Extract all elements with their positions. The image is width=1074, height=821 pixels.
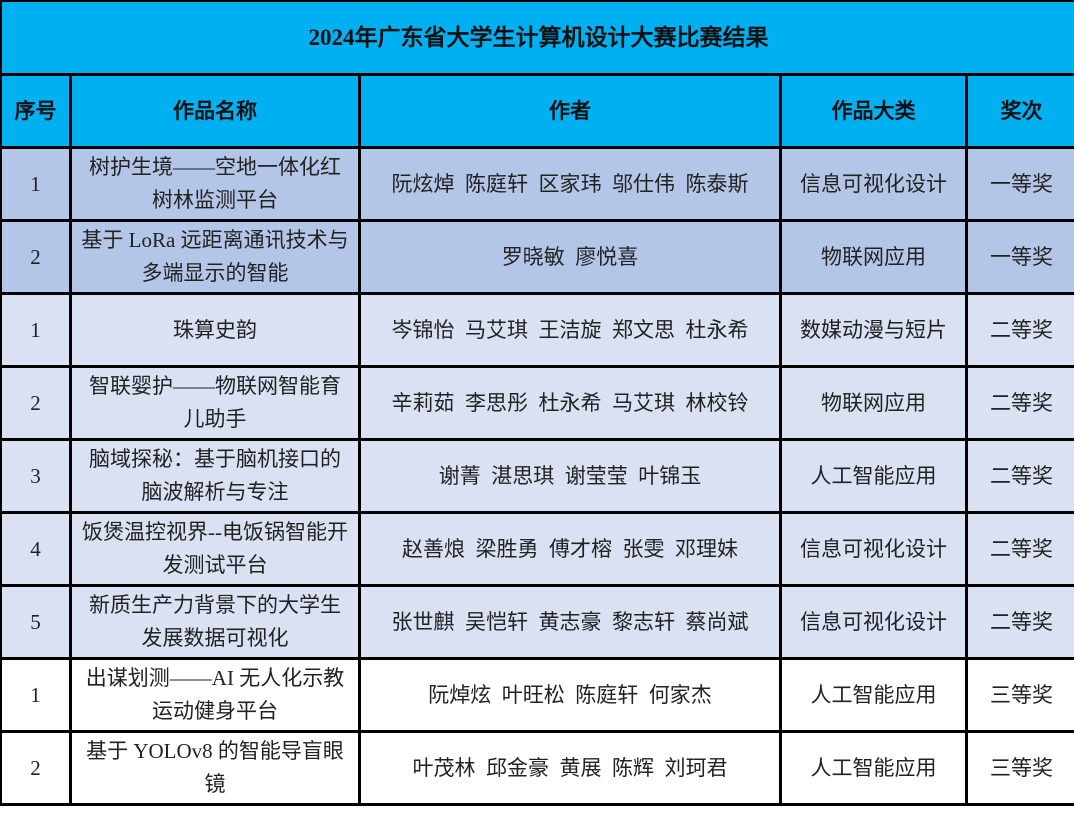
cell-category: 数媒动漫与短片 [779, 292, 968, 368]
table-row: 5 新质生产力背景下的大学生发展数据可视化 张世麒 吴恺轩 黄志豪 黎志轩 蔡尚斌信… [0, 584, 1074, 660]
cell-no: 5 [0, 584, 72, 660]
cell-name: 脑域探秘：基于脑机接口的脑波解析与专注 [69, 438, 361, 514]
cell-name: 树护生境——空地一体化红树林监测平台 [69, 146, 361, 222]
cell-award: 二等奖 [964, 365, 1074, 441]
cell-no: 1 [0, 292, 72, 368]
cell-authors: 阮焯炫 叶旺松 陈庭轩 何家杰 [358, 657, 782, 733]
cell-award: 三等奖 [964, 730, 1074, 806]
cell-name: 基于 YOLOv8 的智能导盲眼镜 [69, 730, 361, 806]
table-row: 1 珠算史韵 岑锦怡 马艾琪 王洁旋 郑文思 杜永希 数媒动漫与短片 二等奖 [0, 292, 1074, 368]
cell-no: 1 [0, 146, 72, 222]
cell-award: 三等奖 [964, 657, 1074, 733]
cell-category: 物联网应用 [779, 219, 968, 295]
cell-award: 一等奖 [964, 219, 1074, 295]
cell-name: 新质生产力背景下的大学生发展数据可视化 [69, 584, 361, 660]
cell-category: 信息可视化设计 [779, 146, 968, 222]
header-category: 作品大类 [779, 73, 968, 149]
cell-authors: 谢菁 湛思琪 谢莹莹 叶锦玉 [358, 438, 782, 514]
table-row: 2 基于 YOLOv8 的智能导盲眼镜 叶茂林 邱金豪 黄展 陈辉 刘珂君 人工智能应… [0, 730, 1074, 806]
table-row: 3 脑域探秘：基于脑机接口的脑波解析与专注 谢菁 湛思琪 谢莹莹 叶锦玉 人工智能应用… [0, 438, 1074, 514]
cell-category: 人工智能应用 [779, 438, 968, 514]
cell-category: 信息可视化设计 [779, 511, 968, 587]
cell-authors: 赵善烺 梁胜勇 傅才榕 张雯 邓理妹 [358, 511, 782, 587]
header-name: 作品名称 [69, 73, 361, 149]
table-row: 2 智联婴护——物联网智能育儿助手 辛莉茹 李思彤 杜永希 马艾琪 林校铃 物联网应用… [0, 365, 1074, 441]
table-row: 2 基于 LoRa 远距离通讯技术与多端显示的智能 罗晓敏 廖悦喜 物联网应用 一等奖 [0, 219, 1074, 295]
cell-award: 一等奖 [964, 146, 1074, 222]
cell-name: 饭煲温控视界--电饭锅智能开发测试平台 [69, 511, 361, 587]
cell-no: 2 [0, 730, 72, 806]
cell-authors: 岑锦怡 马艾琪 王洁旋 郑文思 杜永希 [358, 292, 782, 368]
header-no: 序号 [0, 73, 72, 149]
cell-authors: 张世麒 吴恺轩 黄志豪 黎志轩 蔡尚斌 [358, 584, 782, 660]
cell-award: 二等奖 [964, 292, 1074, 368]
cell-no: 1 [0, 657, 72, 733]
cell-no: 3 [0, 438, 72, 514]
cell-name: 智联婴护——物联网智能育儿助手 [69, 365, 361, 441]
cell-authors: 阮炫焯 陈庭轩 区家玮 邬仕伟 陈泰斯 [358, 146, 782, 222]
header-award: 奖次 [964, 73, 1074, 149]
cell-name: 基于 LoRa 远距离通讯技术与多端显示的智能 [69, 219, 361, 295]
table-title: 2024年广东省大学生计算机设计大赛比赛结果 [0, 0, 1074, 76]
cell-authors: 辛莉茹 李思彤 杜永希 马艾琪 林校铃 [358, 365, 782, 441]
table-row: 1 出谋划测——AI 无人化示教运动健身平台 阮焯炫 叶旺松 陈庭轩 何家杰 人工智能… [0, 657, 1074, 733]
cell-category: 信息可视化设计 [779, 584, 968, 660]
cell-authors: 罗晓敏 廖悦喜 [358, 219, 782, 295]
cell-award: 二等奖 [964, 584, 1074, 660]
cell-award: 二等奖 [964, 511, 1074, 587]
cell-category: 物联网应用 [779, 365, 968, 441]
table-row: 1 树护生境——空地一体化红树林监测平台 阮炫焯 陈庭轩 区家玮 邬仕伟 陈泰斯 信息… [0, 146, 1074, 222]
cell-no: 2 [0, 365, 72, 441]
cell-no: 2 [0, 219, 72, 295]
cell-category: 人工智能应用 [779, 657, 968, 733]
cell-category: 人工智能应用 [779, 730, 968, 806]
cell-authors: 叶茂林 邱金豪 黄展 陈辉 刘珂君 [358, 730, 782, 806]
cell-name: 出谋划测——AI 无人化示教运动健身平台 [69, 657, 361, 733]
cell-no: 4 [0, 511, 72, 587]
cell-name: 珠算史韵 [69, 292, 361, 368]
cell-award: 二等奖 [964, 438, 1074, 514]
header-authors: 作者 [358, 73, 782, 149]
table-row: 4 饭煲温控视界--电饭锅智能开发测试平台 赵善烺 梁胜勇 傅才榕 张雯 邓理妹 信息… [0, 511, 1074, 587]
